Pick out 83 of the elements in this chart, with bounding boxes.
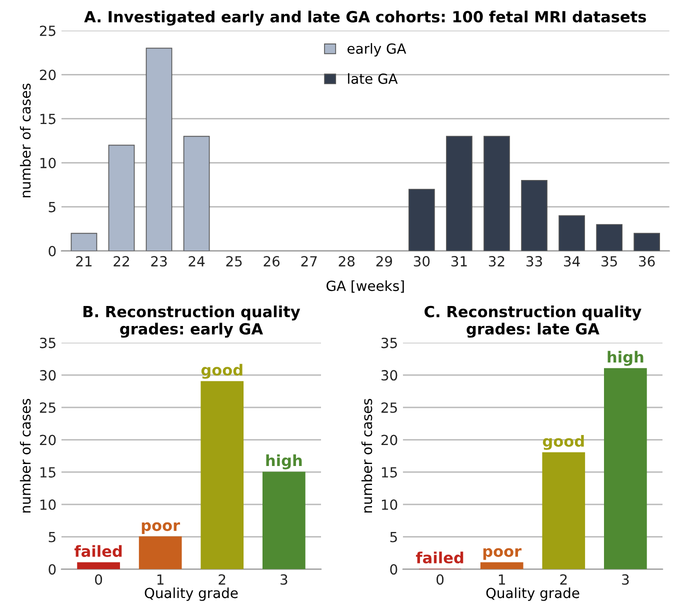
bar <box>484 136 510 251</box>
x-tick-label: 32 <box>488 256 504 267</box>
y-tick-label: 25 <box>381 402 397 413</box>
chart-title: B. Reconstruction quality grades: early GA <box>84 306 300 338</box>
x-tick-label: 25 <box>226 256 242 267</box>
x-tick-label: 29 <box>376 256 392 267</box>
y-tick-label: 15 <box>382 467 397 478</box>
bar <box>480 562 524 570</box>
y-tick-label: 35 <box>40 338 56 348</box>
y-tick-label: 20 <box>40 434 56 446</box>
y-tick-label: 30 <box>40 370 56 381</box>
y-axis-title: number of cases <box>20 84 31 198</box>
bar <box>604 368 647 570</box>
x-tick-label: 3 <box>622 574 629 585</box>
x-tick-label: 2 <box>560 574 567 585</box>
y-tick-label: 25 <box>40 26 56 36</box>
y-tick-label: 5 <box>48 532 56 542</box>
y-tick-label: 0 <box>390 564 398 575</box>
x-tick-label: 0 <box>436 574 444 585</box>
y-tick-label: 5 <box>48 202 56 212</box>
bar <box>77 562 120 570</box>
x-tick-label: 27 <box>301 256 317 266</box>
x-tick-label: 23 <box>151 256 167 267</box>
x-axis-title: Quality grade <box>486 587 580 601</box>
x-tick-label: 1 <box>498 574 505 585</box>
chart-title: A. Investigated early and late GA cohorts: 100 fetal MRI datasets <box>84 10 646 26</box>
x-tick-label: 24 <box>188 256 205 266</box>
y-tick-label: 0 <box>48 564 56 575</box>
legend-label: late GA <box>348 73 398 84</box>
y-tick-label: 10 <box>40 158 56 168</box>
x-tick-label: 0 <box>95 574 102 585</box>
y-tick-label: 15 <box>40 114 56 124</box>
y-tick-label: 10 <box>382 499 398 510</box>
y-axis-title: number of cases <box>20 398 31 512</box>
bar <box>596 224 622 251</box>
bar <box>446 136 472 251</box>
x-tick-label: 22 <box>114 256 129 266</box>
bar <box>138 536 182 570</box>
bar <box>542 452 586 570</box>
x-tick-label: 3 <box>280 574 288 585</box>
legend-label: early GA <box>348 43 406 57</box>
x-tick-label: 31 <box>451 256 467 267</box>
x-tick-label: 28 <box>338 256 355 267</box>
x-tick-label: 2 <box>218 574 226 585</box>
x-tick-label: 36 <box>639 256 655 267</box>
chart-title: C. Reconstruction quality grades: late GA <box>424 306 642 338</box>
annotation: high <box>266 454 302 470</box>
y-tick-label: 10 <box>40 499 56 510</box>
y-tick-label: 35 <box>381 338 397 348</box>
x-tick-label: 33 <box>526 256 542 267</box>
bar <box>146 48 172 251</box>
x-tick-label: 26 <box>264 256 280 267</box>
bar <box>200 381 244 570</box>
y-tick-label: 15 <box>40 467 56 478</box>
annotation: good <box>201 364 242 379</box>
annotation: failed <box>74 545 122 557</box>
x-axis-title: Quality grade <box>144 587 238 601</box>
x-tick-label: 34 <box>564 256 580 267</box>
y-tick-label: 20 <box>381 434 398 446</box>
y-tick-label: 20 <box>40 70 56 80</box>
annotation: poor <box>483 548 522 560</box>
bar <box>408 188 435 251</box>
annotation: poor <box>142 522 180 534</box>
y-tick-label: 25 <box>40 402 56 413</box>
x-tick-label: 30 <box>414 256 430 267</box>
bar <box>70 232 98 251</box>
bar <box>183 136 210 251</box>
y-tick-label: 0 <box>48 246 56 256</box>
x-tick-label: 21 <box>76 256 92 266</box>
annotation: high <box>608 350 644 366</box>
annotation: good <box>542 435 584 450</box>
bar <box>634 232 660 251</box>
x-tick-label: 35 <box>602 256 617 267</box>
y-tick-label: 5 <box>390 532 397 542</box>
bar <box>521 180 548 251</box>
y-tick-label: 30 <box>381 370 398 381</box>
bar <box>262 472 306 570</box>
y-axis-title: number of cases <box>361 398 372 512</box>
bar <box>558 215 585 251</box>
x-tick-label: 1 <box>157 574 164 585</box>
bar <box>108 144 135 251</box>
annotation: failed <box>416 552 464 564</box>
x-axis-title: GA [weeks] <box>326 280 404 293</box>
